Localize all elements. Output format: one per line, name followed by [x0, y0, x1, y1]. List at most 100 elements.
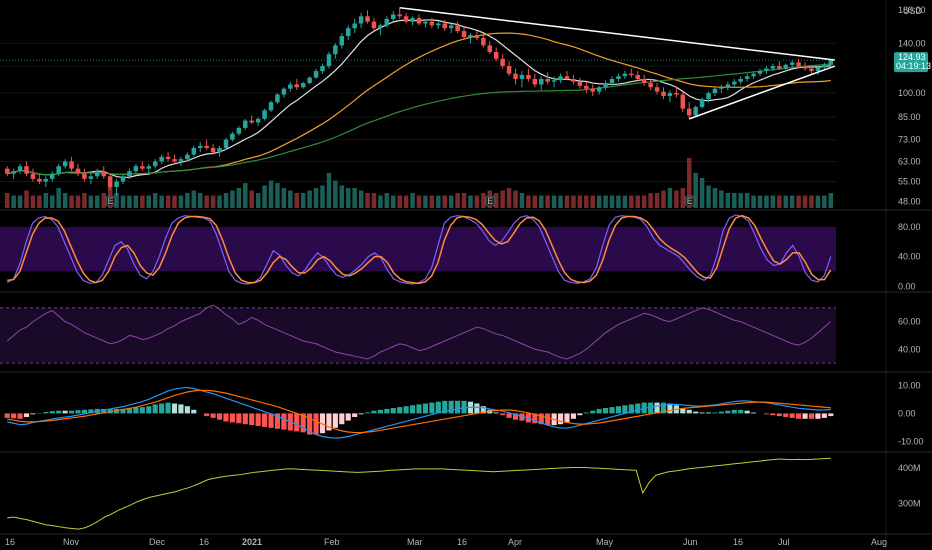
macd-histogram-bar — [236, 413, 242, 424]
ma-mid-line — [7, 32, 831, 176]
candle-body — [56, 166, 61, 174]
price-tick-label: 73.00 — [898, 135, 921, 145]
candle-body — [17, 166, 23, 172]
candle-body — [133, 166, 139, 172]
candle-body — [120, 176, 126, 182]
time-axis[interactable]: 16 Nov Dec 16 2021 Feb Mar 16 Apr May Jun 16 Jul Aug — [5, 537, 887, 547]
macd-histogram-bar — [159, 403, 165, 414]
candle-body — [629, 73, 634, 75]
candle-body — [802, 66, 808, 69]
candle-body — [345, 28, 351, 37]
macd-histogram-bar — [384, 408, 390, 414]
volume-bar — [661, 190, 666, 208]
candle-body — [300, 83, 306, 88]
volume-bar — [468, 195, 473, 208]
candle-body — [236, 127, 242, 134]
obv-tick-label: 300M — [898, 499, 921, 509]
candle-body — [24, 166, 29, 174]
macd-histogram-bar — [776, 413, 782, 417]
candle-body — [307, 77, 312, 84]
volume-bar — [281, 188, 287, 208]
volume-bar — [4, 193, 10, 208]
candle-body — [783, 64, 788, 69]
volume-bar — [204, 195, 209, 208]
candle-body — [513, 73, 518, 79]
volume-bar — [165, 195, 171, 208]
macd-histogram-bar — [763, 413, 770, 415]
macd-histogram-bar — [506, 413, 512, 418]
candle-body — [159, 156, 164, 162]
time-tick-label: 16 — [457, 537, 467, 547]
candle-body — [538, 78, 544, 85]
candle-body — [4, 168, 10, 174]
volume-bar — [436, 195, 441, 208]
volume-bar — [210, 195, 216, 208]
time-tick-label: Dec — [149, 537, 166, 547]
candle-body — [558, 76, 563, 81]
candle-body — [320, 66, 325, 72]
candle-body — [82, 173, 87, 179]
candle-body — [603, 83, 608, 88]
obv-line — [7, 457, 831, 530]
macd-histogram-bar — [480, 406, 486, 414]
stoch-tick-label: 40.00 — [898, 252, 921, 262]
macd-histogram-bar — [500, 413, 506, 416]
stoch-tick-label: 0.00 — [898, 281, 916, 291]
candle-body — [37, 178, 42, 182]
volume-bar — [249, 190, 254, 208]
price-axis[interactable]: USD 140.00120.00100.0085.0073.0063.0055.… — [898, 5, 926, 207]
volume-bar — [526, 195, 531, 208]
candle-body — [43, 178, 49, 182]
macd-histogram-bar — [570, 413, 576, 419]
upper-trendline — [399, 6, 835, 61]
time-tick-label: Mar — [407, 537, 423, 547]
earnings-marker: E — [485, 195, 496, 207]
candle-body — [661, 91, 666, 97]
volume-bar — [513, 190, 518, 208]
countdown: 04:19:13 — [896, 61, 931, 71]
volume-bar — [641, 195, 647, 208]
macd-histogram-bar — [442, 400, 448, 414]
candlesticks[interactable] — [4, 7, 834, 196]
macd-histogram-bar — [281, 413, 287, 430]
volume-bar — [506, 188, 512, 208]
macd-histogram-bar — [120, 408, 126, 414]
candle-body — [313, 71, 319, 78]
volume-bar — [140, 195, 145, 208]
candle-body — [365, 16, 370, 22]
candle-body — [339, 36, 345, 46]
macd-histogram-bar — [126, 408, 133, 414]
volume-bar — [30, 195, 36, 208]
macd-histogram-bar — [165, 402, 171, 414]
price-tick-label: 55.00 — [898, 177, 921, 187]
candle-body — [712, 88, 718, 94]
macd-histogram-bar — [81, 409, 87, 414]
macd-histogram-bar — [4, 413, 10, 418]
volume-bar — [551, 195, 557, 208]
obv-panel — [7, 457, 831, 530]
time-tick-label: Apr — [508, 537, 522, 547]
volume-bar — [654, 193, 660, 208]
volume-histogram — [4, 158, 834, 208]
volume-bar — [120, 195, 126, 208]
volume-bar — [403, 195, 409, 208]
triangle-trendlines[interactable] — [399, 6, 836, 120]
volume-bar — [680, 188, 686, 208]
macd-histogram-bar — [699, 412, 705, 414]
rsi-tick-label: 60.00 — [898, 317, 921, 327]
macd-histogram-bar — [654, 402, 660, 414]
macd-histogram-bar — [223, 413, 229, 422]
candle-body — [487, 45, 493, 52]
volume-bar — [152, 193, 158, 208]
volume-bar — [88, 195, 94, 208]
candle-body — [757, 71, 763, 74]
volume-bar — [384, 193, 390, 208]
candle-body — [616, 76, 621, 79]
macd-histogram-bar — [178, 404, 184, 414]
macd-histogram-bar — [416, 404, 422, 414]
volume-bar — [69, 195, 74, 208]
volume-bar — [191, 190, 197, 208]
macd-histogram-bar — [339, 413, 345, 425]
